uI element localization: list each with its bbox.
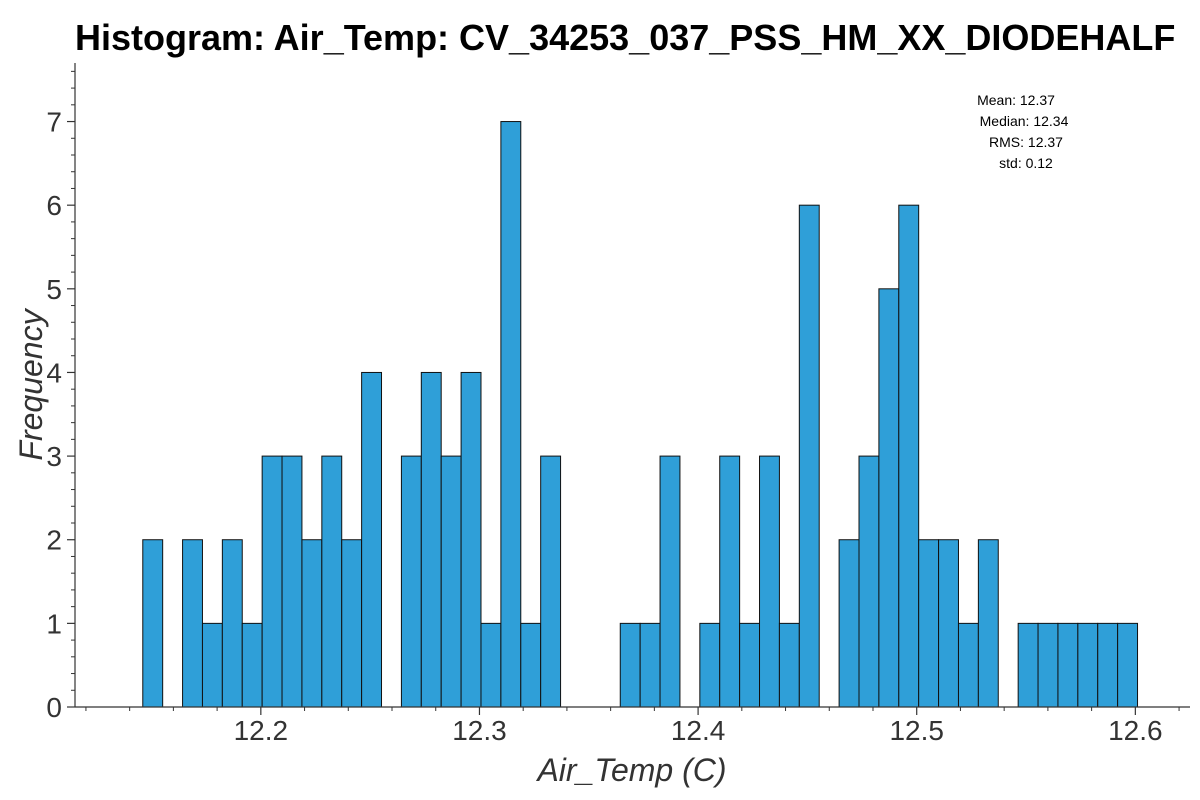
histogram-bar [361, 371, 383, 708]
histogram-bar [1117, 622, 1139, 708]
histogram-bar [520, 622, 542, 708]
histogram-bar [739, 622, 761, 708]
x-tick-label: 12.5 [889, 715, 944, 746]
x-tick-label: 12.6 [1108, 715, 1163, 746]
stats-box: Mean: 12.37 Median: 12.34 RMS: 12.37 std… [977, 92, 1068, 171]
histogram-bar [480, 622, 502, 708]
histogram-bar [1017, 622, 1039, 708]
stats-rms: RMS: 12.37 [989, 134, 1063, 150]
histogram-bars [142, 121, 1139, 708]
y-tick-label: 2 [46, 525, 62, 556]
x-tick-label: 12.4 [671, 715, 726, 746]
histogram-bar [619, 622, 641, 708]
y-tick-label: 6 [46, 190, 62, 221]
histogram-bar [341, 539, 363, 708]
histogram-bar [241, 622, 263, 708]
histogram-bar [440, 455, 462, 708]
histogram-bar [977, 539, 999, 708]
x-axis-label: Air_Temp (C) [535, 752, 726, 788]
stats-mean: Mean: 12.37 [977, 92, 1055, 108]
histogram-bar [659, 455, 681, 708]
y-tick-label: 0 [46, 692, 62, 723]
histogram-bar [400, 455, 422, 708]
y-tick-label: 1 [46, 608, 62, 639]
histogram-bar [918, 539, 940, 708]
y-tick-label: 3 [46, 441, 62, 472]
histogram-bar [639, 622, 661, 708]
stats-std: std: 0.12 [999, 155, 1053, 171]
histogram-bar [938, 539, 959, 708]
y-tick-label: 4 [46, 357, 62, 388]
histogram-bar [261, 455, 283, 708]
histogram-bar [719, 455, 741, 708]
x-tick-label: 12.2 [234, 715, 289, 746]
histogram-bar [301, 539, 323, 708]
histogram-bar [221, 539, 243, 708]
histogram-bar [201, 622, 223, 708]
histogram-bar [878, 288, 900, 708]
histogram-bar [798, 204, 820, 708]
histogram-bar [1037, 622, 1059, 708]
histogram-bar [838, 539, 860, 708]
histogram-bar [321, 455, 343, 708]
y-tick-label: 5 [46, 274, 62, 305]
histogram-bar [500, 121, 522, 708]
histogram-bar [699, 622, 721, 708]
histogram-bar [1057, 622, 1079, 708]
x-ticks: 12.2 12.3 12.4 12.5 12.6 [85, 707, 1180, 746]
y-axis-label: Frequency [13, 307, 49, 460]
x-tick-label: 12.3 [452, 715, 507, 746]
histogram-bar [759, 455, 780, 708]
y-ticks: 0 1 2 3 4 5 6 7 [46, 70, 75, 723]
histogram-bar [142, 539, 164, 708]
histogram-bar [778, 622, 800, 708]
histogram-bar [460, 371, 482, 708]
histogram-bar [182, 539, 203, 708]
stats-median: Median: 12.34 [980, 113, 1069, 129]
histogram-bar [420, 371, 442, 708]
histogram-bar [898, 204, 920, 708]
y-tick-label: 7 [46, 107, 62, 138]
histogram-bar [1097, 622, 1119, 708]
histogram-bar [957, 622, 979, 708]
chart-title: Histogram: Air_Temp: CV_34253_037_PSS_HM… [75, 17, 1176, 58]
histogram-bar [540, 455, 562, 708]
histogram-bar [281, 455, 303, 708]
histogram-bar [1077, 622, 1099, 708]
histogram-bar [858, 455, 880, 708]
